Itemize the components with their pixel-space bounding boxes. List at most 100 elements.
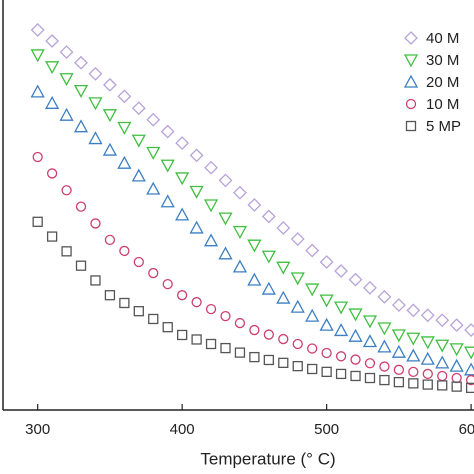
point [148,313,159,325]
point [119,245,130,257]
point [46,231,58,242]
legend-marker [405,120,417,132]
point [233,185,247,200]
point [88,97,103,111]
point [59,73,74,87]
point [420,308,435,323]
point [249,351,260,363]
point [348,272,363,287]
point [45,61,60,75]
legend-marker [404,31,418,45]
point [73,119,89,133]
legend-marker [405,98,417,110]
point [379,374,390,386]
point [234,347,246,358]
point [363,280,377,295]
point [305,308,320,322]
point [104,290,116,301]
legend-marker [403,54,419,68]
legend-label: 20 M [426,74,459,91]
point [319,294,334,308]
point [435,355,450,369]
x-tick-label: 500 [314,421,339,438]
legend-label: 5 MP [426,118,461,135]
point [205,338,217,350]
point [464,323,474,337]
point [451,372,462,384]
point [307,343,318,354]
point [247,198,262,212]
point [102,77,117,92]
point [422,368,433,380]
point [90,275,101,286]
point [88,131,103,145]
point [263,354,274,366]
point [232,259,248,273]
point [220,310,231,322]
point [73,84,89,98]
point [334,264,348,278]
point [348,328,363,342]
point [131,134,146,148]
legend-marker [403,74,419,88]
point [391,329,406,343]
point [348,308,363,322]
point [146,146,161,160]
point [189,185,204,199]
point [377,339,392,353]
point [420,351,435,365]
point [205,303,217,315]
point [435,339,450,353]
point [350,354,361,365]
point [146,112,161,127]
point [175,172,190,186]
point [278,357,289,369]
point [146,181,161,195]
point [46,168,58,179]
point [189,148,204,163]
point [160,194,175,208]
point [276,221,291,235]
point [420,336,435,350]
point [117,155,132,169]
point [391,298,406,312]
point [204,160,218,175]
point [218,246,233,260]
point [261,209,276,224]
point [162,278,173,290]
point [191,297,202,308]
point [234,317,246,329]
point [377,289,392,304]
point [408,366,419,378]
legend-label: 40 M [426,30,459,47]
point [305,283,320,297]
point [74,55,88,70]
point [364,358,376,369]
point [131,168,146,182]
point [379,361,390,372]
point [218,173,233,188]
point [102,142,118,156]
point [203,199,219,213]
point [276,261,291,275]
point [247,239,262,253]
point [464,362,474,376]
point [175,207,190,221]
point [232,225,248,240]
point [290,232,305,246]
point [117,89,132,104]
point [437,380,448,391]
point [189,220,204,234]
point [364,372,376,384]
point [90,218,101,229]
legend-label: 30 M [426,52,459,69]
point [393,376,405,388]
point [148,267,159,279]
point [307,363,318,375]
point [464,346,474,360]
point [449,343,464,357]
point [335,351,347,362]
point [290,299,305,313]
point [30,84,45,98]
point [406,303,421,318]
